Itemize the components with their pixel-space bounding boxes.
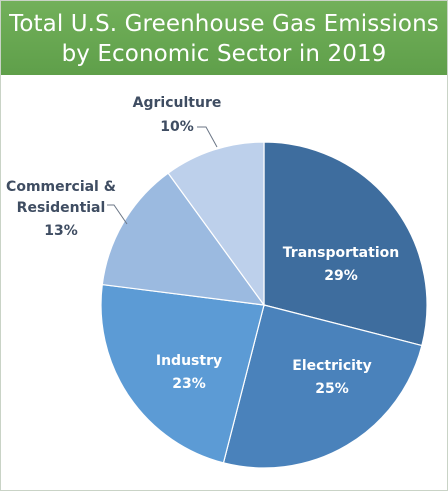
slice-value-industry: 23% xyxy=(172,376,206,392)
commercial-leader-line xyxy=(107,204,128,225)
pie-slice-agriculture xyxy=(167,141,265,307)
slice-value-electricity: 25% xyxy=(315,381,349,397)
slice-value-transportation: 29% xyxy=(324,268,358,284)
pie-chart: Agriculture 10% Commercial & Residential… xyxy=(6,95,428,469)
pie-slice-commercial-residential xyxy=(101,172,266,306)
slice-value-agriculture: 10% xyxy=(160,119,194,135)
slice-label-commercial-line-1: Commercial & xyxy=(6,179,116,195)
slice-label-industry: Industry xyxy=(156,353,222,369)
chart-title-line-2: by Economic Sector in 2019 xyxy=(61,41,387,67)
pie-slice-transportation xyxy=(263,141,428,347)
slice-label-agriculture: Agriculture xyxy=(133,95,222,111)
pie-slice-industry xyxy=(100,283,265,464)
chart-title-line-1: Total U.S. Greenhouse Gas Emissions xyxy=(9,11,439,37)
pie-slice-electricity xyxy=(222,304,423,469)
pie-slices xyxy=(100,141,428,469)
slice-label-transportation: Transportation xyxy=(283,245,399,261)
slice-label-electricity: Electricity xyxy=(292,358,371,374)
slice-value-commercial: 13% xyxy=(44,223,78,239)
title-banner: Total U.S. Greenhouse Gas Emissions by E… xyxy=(1,1,447,75)
slice-label-commercial-line-2: Residential xyxy=(17,200,106,216)
agriculture-leader-line xyxy=(197,126,218,148)
